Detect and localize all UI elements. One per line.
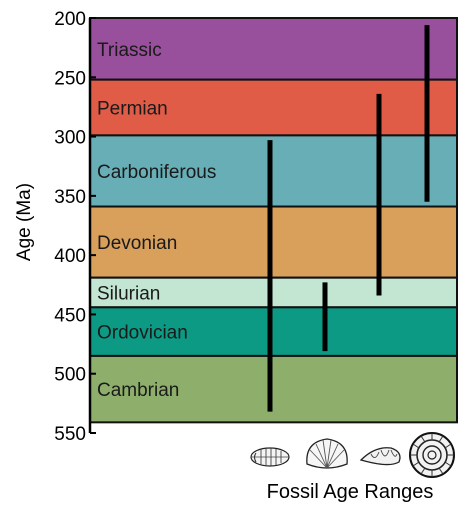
- ammonite-icon: [409, 432, 455, 478]
- period-band-cambrian: [89, 354, 458, 424]
- period-label-cambrian: Cambrian: [97, 380, 179, 401]
- y-tick-label-450: 450: [54, 305, 86, 326]
- y-tick-label-350: 350: [54, 187, 86, 208]
- age-axis: Age (Ma) 200 250 300 350 400 450 500 550: [14, 9, 96, 445]
- trilobite-icon: [250, 447, 290, 467]
- period-label-carboniferous: Carboniferous: [97, 162, 216, 183]
- period-label-silurian: Silurian: [97, 283, 160, 304]
- period-label-devonian: Devonian: [97, 233, 177, 254]
- y-tick-label-550: 550: [54, 424, 86, 445]
- fossil-age-ranges-caption: Fossil Age Ranges: [267, 481, 434, 503]
- period-label-ordovician: Ordovician: [97, 323, 188, 344]
- period-band-devonian: [89, 205, 458, 279]
- periods-layer: Triassic Permian Carboniferous Devonian Silu…: [89, 17, 458, 424]
- period-band-permian: [89, 78, 458, 137]
- brachiopod-icon: [306, 438, 348, 469]
- period-band-triassic: [89, 17, 458, 81]
- gastropod-icon: [359, 447, 401, 466]
- period-label-permian: Permian: [97, 99, 168, 120]
- y-tick-label-200: 200: [54, 9, 86, 30]
- y-tick-label-400: 400: [54, 246, 86, 267]
- y-tick-label-300: 300: [54, 128, 86, 149]
- period-band-carboniferous: [89, 134, 458, 208]
- y-tick-label-250: 250: [54, 68, 86, 89]
- period-label-triassic: Triassic: [97, 40, 162, 61]
- fossil-ranges-layer: [267, 25, 430, 412]
- y-axis-title: Age (Ma): [14, 183, 35, 261]
- y-tick-label-500: 500: [54, 365, 86, 386]
